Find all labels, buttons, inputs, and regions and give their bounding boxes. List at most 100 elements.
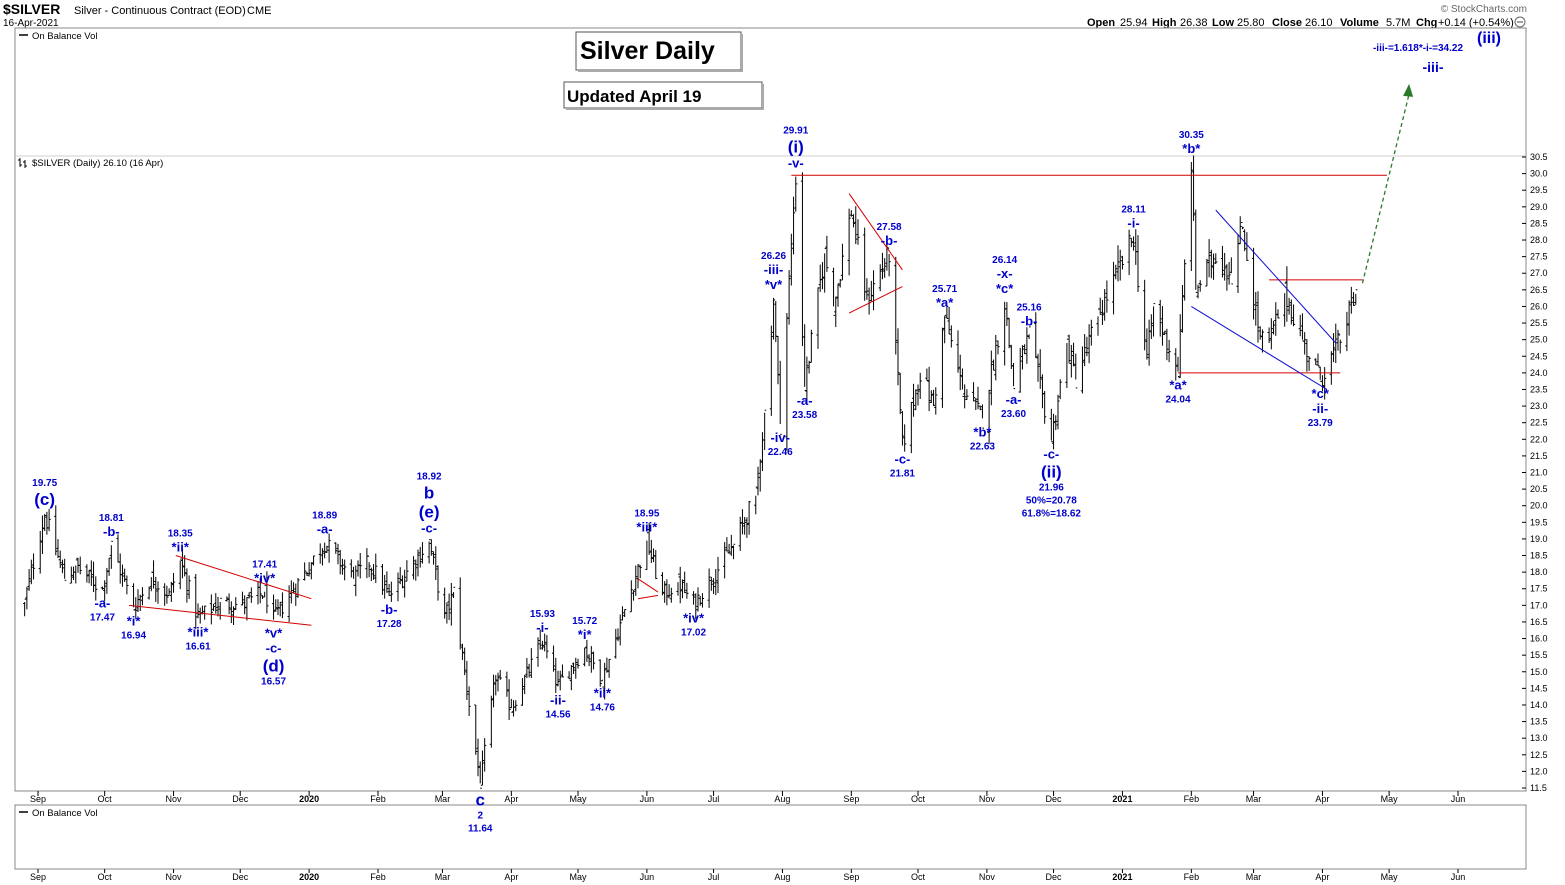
wave-label: 26.14 xyxy=(992,255,1017,266)
y-tick-label: 23.0 xyxy=(1530,401,1548,411)
y-tick-label: 26.5 xyxy=(1530,285,1548,295)
wave-label: 23.79 xyxy=(1308,418,1333,429)
x-tick-label-bottom: Feb xyxy=(1184,872,1200,882)
x-tick-label-bottom: 2021 xyxy=(1112,872,1132,882)
red-trendline xyxy=(637,594,659,600)
low-label: Low xyxy=(1212,17,1234,29)
y-tick-label: 11.5 xyxy=(1530,783,1547,793)
wave-label: 25.71 xyxy=(932,284,957,295)
wave-label: 18.89 xyxy=(312,511,337,522)
x-tick-label: Oct xyxy=(911,794,926,804)
x-tick-label: May xyxy=(1381,794,1399,804)
x-tick-label-bottom: Dec xyxy=(232,872,249,882)
wave-label: *iii* xyxy=(188,624,210,639)
x-tick-label: Dec xyxy=(232,794,249,804)
x-tick-label-bottom: Dec xyxy=(1046,872,1063,882)
y-tick-label: 26.0 xyxy=(1530,301,1548,311)
x-tick-label: Nov xyxy=(979,794,996,804)
chart-symbol: $SILVER xyxy=(3,1,60,17)
x-tick-label: Apr xyxy=(504,794,518,804)
y-tick-label: 16.0 xyxy=(1530,634,1548,644)
wave-label: 18.81 xyxy=(99,513,124,524)
wave-label: 17.41 xyxy=(252,560,277,571)
low-value: 25.80 xyxy=(1237,17,1265,29)
wave-label: -iv- xyxy=(770,430,790,445)
volume-label: Volume xyxy=(1340,17,1379,29)
y-tick-label: 15.0 xyxy=(1530,667,1548,677)
wave-label: -iii- xyxy=(764,262,784,277)
wave-label: (i) xyxy=(788,138,804,157)
trendlines xyxy=(129,83,1414,626)
wave-label: -ii- xyxy=(550,692,566,707)
wave-label: -c- xyxy=(421,521,437,536)
wave-label: 50%=20.78 xyxy=(1026,496,1077,507)
chart-exchange: CME xyxy=(247,5,271,17)
wave-label: *i* xyxy=(578,627,593,642)
y-tick-label: 21.5 xyxy=(1530,451,1548,461)
y-tick-label: 17.5 xyxy=(1530,584,1548,594)
x-tick-label: Feb xyxy=(370,794,386,804)
wave-label: *b* xyxy=(973,424,992,439)
x-tick-label-bottom: Mar xyxy=(1246,872,1262,882)
x-tick-label: Feb xyxy=(1184,794,1200,804)
wave-label: 22.63 xyxy=(970,441,995,452)
wave-label: 15.93 xyxy=(530,609,555,620)
wave-label: 15.72 xyxy=(572,616,597,627)
y-tick-label: 22.5 xyxy=(1530,418,1548,428)
wave-label: 21.81 xyxy=(890,469,915,480)
y-tick-label: 13.5 xyxy=(1530,717,1548,727)
wave-label: 23.58 xyxy=(792,410,817,421)
wave-label: -c- xyxy=(894,452,910,467)
wave-label: 14.76 xyxy=(590,703,615,714)
wave-label: *b* xyxy=(1182,141,1201,156)
x-tick-label: Aug xyxy=(774,794,790,804)
x-tick-label: Jul xyxy=(708,794,720,804)
watermark: © StockCharts.com xyxy=(1441,4,1527,15)
projection-degree-iii: (iii) xyxy=(1477,30,1501,47)
x-tick-label-bottom: 2020 xyxy=(299,872,319,882)
wave-label: *i* xyxy=(127,613,142,628)
wave-label: *iii* xyxy=(636,520,658,535)
wave-label: -a- xyxy=(94,596,110,611)
wave-label: 18.92 xyxy=(417,472,442,483)
projection-arrowhead xyxy=(1403,83,1414,97)
x-tick-label: Sep xyxy=(843,794,859,804)
y-tick-label: 29.5 xyxy=(1530,185,1548,195)
collapse-icon[interactable] xyxy=(1514,16,1526,28)
y-tick-label: 16.5 xyxy=(1530,617,1548,627)
wave-label: 25.16 xyxy=(1017,302,1042,313)
wave-label: -i- xyxy=(536,620,548,635)
projection-target: -iii-=1.618*-i-=34.22 xyxy=(1373,43,1463,54)
wave-label: -b- xyxy=(881,233,898,248)
wave-label: 23.60 xyxy=(1001,409,1026,420)
y-tick-label: 12.0 xyxy=(1530,766,1548,776)
x-tick-label: Sep xyxy=(30,794,46,804)
y-tick-label: 14.5 xyxy=(1530,683,1548,693)
y-tick-label: 28.0 xyxy=(1530,235,1548,245)
wave-label: *iv* xyxy=(683,611,705,626)
x-tick-label-bottom: May xyxy=(569,872,587,882)
x-tick-label: Dec xyxy=(1046,794,1063,804)
red-trendline xyxy=(129,604,312,626)
wave-label: *ii* xyxy=(172,540,190,555)
wave-label: 17.28 xyxy=(377,619,402,630)
wave-labels: 19.75(c)-a-17.4718.81-b-*i*16.9418.35*ii… xyxy=(32,126,1333,835)
wave-label: -b- xyxy=(381,602,398,617)
wave-label: -i- xyxy=(1127,215,1139,230)
x-tick-label-bottom: Jun xyxy=(640,872,655,882)
y-tick-label: 30.5 xyxy=(1530,152,1548,162)
wave-label: -b- xyxy=(103,524,120,539)
x-tick-label-bottom: Apr xyxy=(504,872,518,882)
wave-label: 18.95 xyxy=(634,509,659,520)
grid-ticks: 30.5 30.0 29.5 29.0 28.5 28.0 27.5 27.0 26.5 26.0… xyxy=(30,152,1548,882)
y-tick-label: 18.0 xyxy=(1530,567,1548,577)
blue-channel-line xyxy=(1191,306,1328,390)
x-tick-label-bottom: Jul xyxy=(708,872,720,882)
wave-label: 26.26 xyxy=(761,251,786,262)
x-tick-label: May xyxy=(569,794,587,804)
y-tick-label: 29.0 xyxy=(1530,202,1548,212)
close-label: Close xyxy=(1272,17,1302,29)
y-tick-label: 12.5 xyxy=(1530,750,1548,760)
red-trendline xyxy=(175,555,312,600)
wave-label: -c- xyxy=(1043,447,1059,462)
